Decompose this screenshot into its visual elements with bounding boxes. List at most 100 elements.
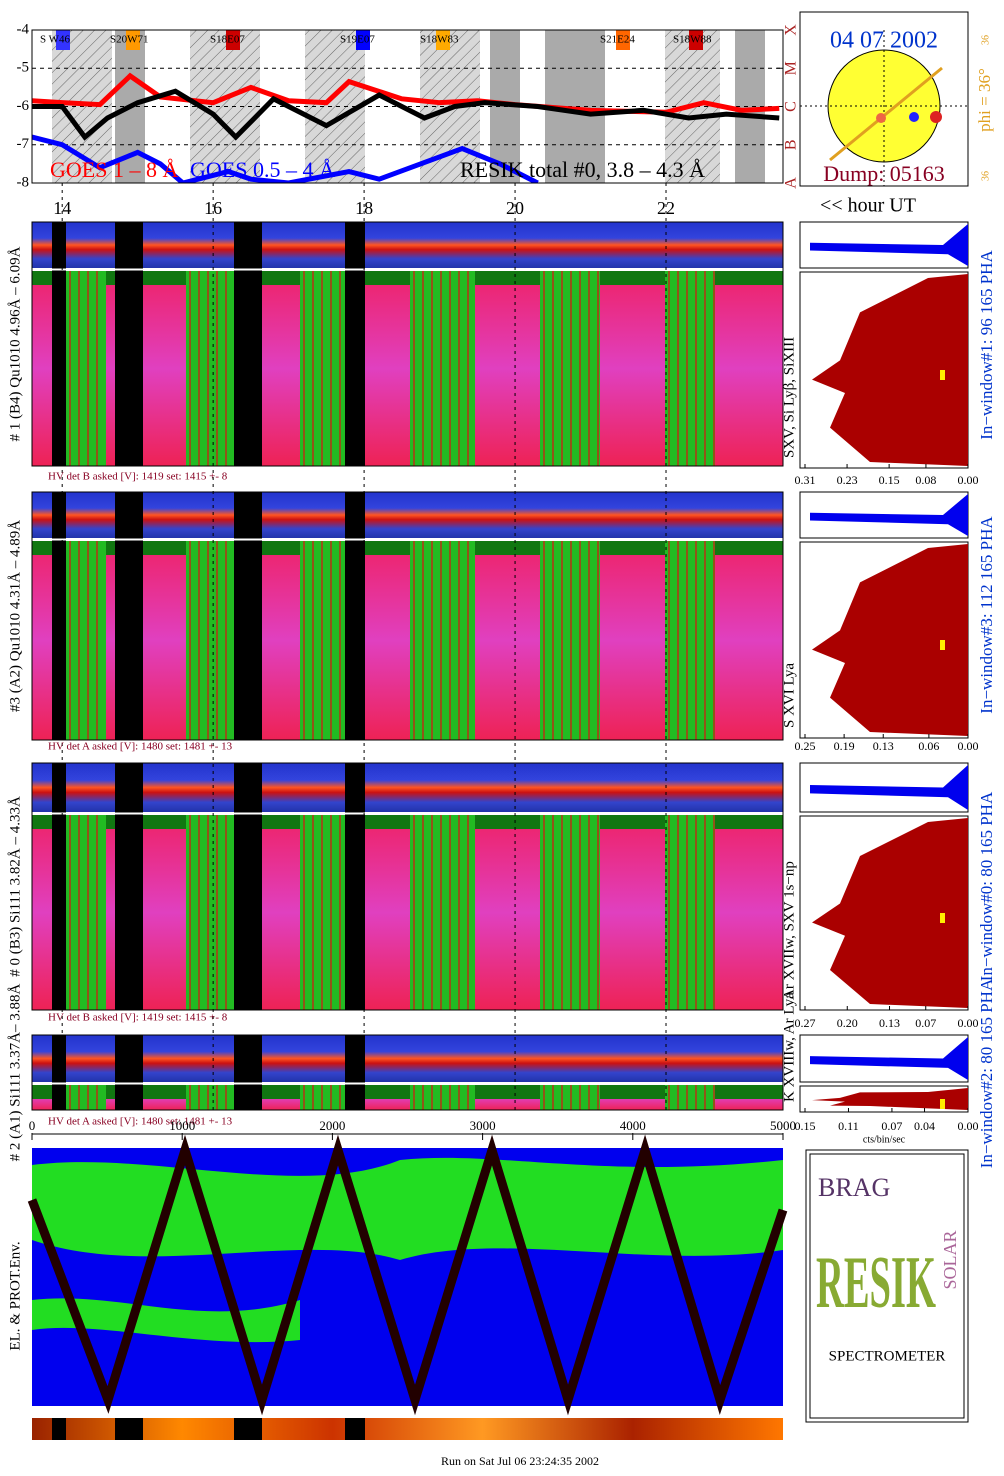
gap	[240, 222, 243, 466]
gap	[234, 1035, 262, 1110]
gap	[115, 222, 143, 466]
hist-tick-label: 0.31	[795, 473, 816, 487]
hist-tick-label: 0.06	[918, 739, 939, 753]
logo-side: SOLAR	[940, 1230, 960, 1289]
line-id: K XVIIIw, Ar Lya	[781, 992, 797, 1102]
region-marker	[356, 30, 370, 50]
marker	[940, 640, 945, 650]
band	[540, 271, 600, 466]
x-tick-label: 16	[204, 198, 222, 218]
spectrograms	[31, 221, 784, 1111]
marker	[940, 913, 945, 923]
hist-tick-label: 0.00	[958, 473, 979, 487]
band	[665, 815, 715, 1010]
solar-panel: 04 07 2002 Dump: 05163 phi = 36° 36 36	[799, 11, 994, 187]
window-label: In−window#1: 96 165 PHA	[977, 250, 996, 440]
y2-tick-label: C	[783, 101, 800, 112]
x-tick-label: 20	[506, 198, 524, 218]
gap	[115, 1035, 143, 1110]
y2-tick-label: M	[783, 61, 800, 75]
y2-tick-label: X	[783, 24, 800, 36]
spectrogram	[32, 541, 783, 740]
gap	[345, 492, 365, 740]
hist-tick-label: 0.19	[834, 739, 855, 753]
region-marker	[126, 30, 140, 50]
channel-label: # 1 (B4) Qu1010 4.96Å – 6.09Å	[7, 246, 23, 441]
bottom-tick-label: 0	[29, 1118, 36, 1133]
panel-frame	[31, 491, 784, 741]
hist-tick-label: 0.15	[879, 473, 900, 487]
panel-frame	[31, 1034, 784, 1111]
band	[540, 815, 600, 1010]
env-label: EL. & PROT.Env.	[7, 1241, 23, 1350]
series-line	[32, 134, 539, 183]
window-label: In−window#0: 80 165 PHA	[977, 791, 996, 981]
region-label: S W46	[40, 34, 71, 46]
gap	[115, 763, 143, 1010]
goes-frame	[31, 29, 784, 184]
window-label: In−window#3: 112 165 PHA	[977, 516, 996, 714]
hist-tick-label: 0.00	[958, 1119, 979, 1133]
environment-panel	[27, 1134, 788, 1440]
gap	[52, 763, 66, 1010]
logo-top: BRAG	[818, 1173, 890, 1202]
logo: BRAG RESIK SOLAR SPECTROMETER	[805, 1149, 969, 1423]
region-label: S18W83	[420, 34, 459, 46]
band	[665, 1085, 715, 1110]
y2-tick-label: A	[783, 177, 800, 189]
region-label: S20W71	[110, 34, 149, 46]
bottom-tick-label: 5000	[770, 1118, 796, 1133]
x-tick-label: 14	[53, 198, 71, 218]
band	[186, 541, 234, 740]
gap	[345, 763, 365, 1010]
band	[186, 815, 234, 1010]
marker	[940, 370, 945, 380]
line-id: Ar XVIIw, SXV 1s−np	[781, 861, 797, 1000]
hist-tick-label: 0.25	[795, 739, 816, 753]
strip	[32, 222, 783, 268]
bottom-tick-label: 1000	[169, 1118, 195, 1133]
strip	[32, 1035, 783, 1082]
gap	[345, 1035, 365, 1110]
band	[66, 271, 106, 466]
x-tick-label: 22	[657, 198, 675, 218]
y-tick-label: -8	[17, 174, 30, 190]
gap	[345, 222, 365, 466]
pha-hist	[810, 224, 968, 266]
region-marker	[689, 30, 703, 50]
channel-label: #3 (A2) Qu1010 4.31Å – 4.89Å	[7, 520, 23, 712]
hist-tick-label: 0.00	[958, 1016, 979, 1030]
logo-main: RESIK	[816, 1242, 936, 1324]
gap	[115, 492, 143, 740]
hist-tick-label: 0.04	[914, 1119, 935, 1133]
legend-entry: GOES 1 – 8 Å	[50, 157, 178, 182]
legend-entry: GOES 0.5 – 4 Å	[190, 157, 335, 182]
band	[665, 271, 715, 466]
region-label: S18E07	[210, 34, 245, 46]
y-tick-label: -4	[17, 21, 30, 37]
band	[540, 541, 600, 740]
hist-tick-label: 0.07	[881, 1119, 902, 1133]
band	[410, 271, 475, 466]
panel-frame	[31, 221, 784, 467]
hist-tick-label: 0.20	[837, 1016, 858, 1030]
line-id: S XVI Lya	[781, 663, 797, 728]
y2-tick-label: B	[783, 139, 800, 150]
band	[186, 271, 234, 466]
window-label: In−window#2: 80 165 PHA	[977, 978, 996, 1168]
series-line	[32, 88, 780, 141]
hist	[812, 544, 968, 736]
hv-label: HV det A asked [V]: 1480 set: 1481 +- 13	[48, 741, 233, 753]
gap	[234, 492, 262, 740]
dump: Dump: 05163	[823, 161, 945, 186]
band	[66, 1085, 106, 1110]
hv-label: HV det B asked [V]: 1419 set: 1415 +- 8	[48, 1012, 228, 1024]
angle-right: 36	[980, 171, 991, 181]
gap	[52, 492, 66, 740]
hist	[812, 1088, 968, 1110]
hist	[812, 274, 968, 466]
hist-tick-label: 0.13	[873, 739, 894, 753]
band	[66, 541, 106, 740]
spectrogram	[32, 271, 783, 466]
region-label: S19E07	[340, 34, 375, 46]
